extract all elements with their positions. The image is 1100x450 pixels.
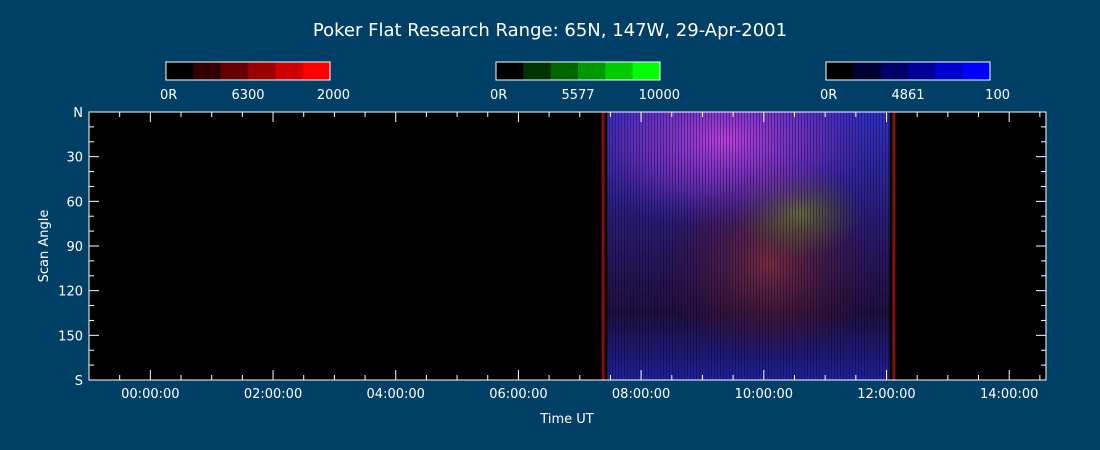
colorbar-frame xyxy=(165,61,331,81)
colorbar-swatch xyxy=(248,62,276,80)
colorbar-frame xyxy=(825,61,991,81)
y-axis-title: Scan Angle xyxy=(37,210,52,283)
colorbar-max-label: 2000 xyxy=(317,88,350,103)
colorbar-swatch xyxy=(578,62,606,80)
colorbar-min-label: 0R xyxy=(160,88,177,103)
y-tick-label: 150 xyxy=(58,329,83,344)
x-tick-label: 12:00:00 xyxy=(857,387,915,402)
x-axis-ticks: 00:00:00 02:00:00 04:00:00 06:00:00 08:00:00… xyxy=(88,112,1041,402)
red-edge-lines xyxy=(601,112,896,380)
colorbar-swatch xyxy=(880,62,909,80)
y-tick-label: 120 xyxy=(58,285,83,300)
aurora-data-region xyxy=(601,112,896,380)
colorbar-swatch xyxy=(275,62,304,80)
aurora-scan-stripes xyxy=(607,112,890,380)
colorbar-min-label: 0R xyxy=(490,88,507,103)
x-tick-label: 00:00:00 xyxy=(121,387,179,402)
colorbar-swatch xyxy=(523,62,552,80)
red-edge-line xyxy=(892,112,896,380)
colorbar-name-label: 5577 xyxy=(561,88,594,103)
colorbar-5577: 0R 5577 10000 xyxy=(490,61,680,103)
x-axis-title: Time UT xyxy=(539,412,593,427)
colorbar-swatch xyxy=(193,62,222,80)
colorbar-swatch xyxy=(962,62,991,80)
colorbar-swatch xyxy=(908,62,936,80)
colorbar-name-label: 6300 xyxy=(231,88,264,103)
x-tick-label: 02:00:00 xyxy=(244,387,302,402)
y-axis-ticks: N 30 60 90 120 150 S xyxy=(58,106,1046,389)
colorbar-name-label: 4861 xyxy=(891,88,924,103)
colorbar-swatch xyxy=(826,62,854,80)
colorbar-frame xyxy=(495,61,661,81)
colorbar-swatch xyxy=(632,62,661,80)
colorbar-min-label: 0R xyxy=(820,88,837,103)
colorbar-swatch xyxy=(605,62,634,80)
y-tick-label: 30 xyxy=(66,151,83,166)
x-tick-label: 08:00:00 xyxy=(612,387,670,402)
y-tick-label: N xyxy=(73,106,83,121)
colorbar-group: 0R 6300 2000 0R 5577 10000 0R 4861 100 xyxy=(160,61,1010,103)
colorbar-swatch xyxy=(496,62,524,80)
plot-area xyxy=(89,112,1046,380)
colorbar-swatch xyxy=(166,62,194,80)
x-tick-label: 14:00:00 xyxy=(980,387,1038,402)
y-tick-label: 60 xyxy=(66,195,83,210)
colorbar-6300: 0R 6300 2000 xyxy=(160,61,350,103)
colorbar-max-label: 100 xyxy=(985,88,1010,103)
colorbar-swatch xyxy=(302,62,331,80)
red-edge-line xyxy=(601,112,605,380)
colorbar-swatch xyxy=(550,62,579,80)
colorbar-max-label: 10000 xyxy=(639,88,680,103)
x-tick-label: 04:00:00 xyxy=(367,387,425,402)
x-tick-label: 06:00:00 xyxy=(489,387,547,402)
colorbar-swatch xyxy=(853,62,882,80)
colorbar-4861: 0R 4861 100 xyxy=(820,61,1010,103)
chart-title: Poker Flat Research Range: 65N, 147W, 29… xyxy=(313,20,787,41)
y-tick-label: 90 xyxy=(66,240,83,255)
colorbar-swatch xyxy=(220,62,249,80)
x-tick-label: 10:00:00 xyxy=(735,387,793,402)
colorbar-swatch xyxy=(935,62,964,80)
y-tick-label: S xyxy=(75,374,83,389)
